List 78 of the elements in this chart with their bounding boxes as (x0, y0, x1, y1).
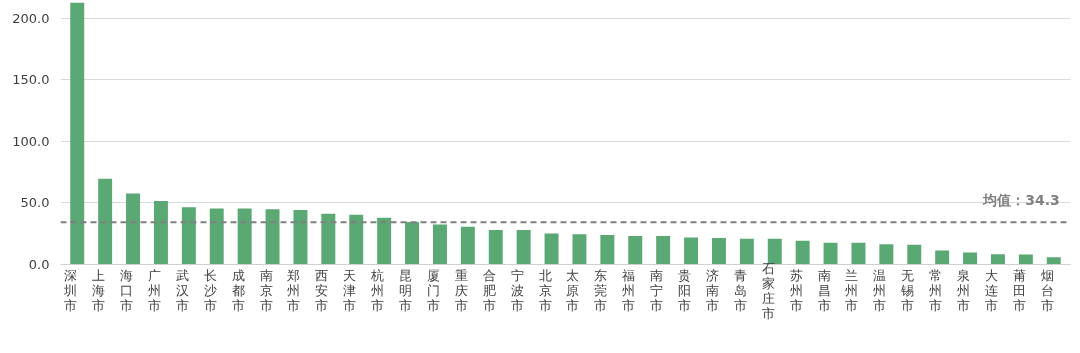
bar (377, 217, 392, 265)
bar (656, 236, 671, 265)
bar (349, 214, 364, 265)
x-tick-label: 莆田市 (1012, 268, 1026, 313)
bar (516, 229, 531, 265)
bar (572, 234, 587, 265)
x-tick-label: 烟台市 (1040, 268, 1054, 313)
bar (265, 209, 280, 265)
x-tick-label: 西安市 (315, 268, 329, 313)
ref-line-label: 均值：34.3 (982, 192, 1060, 209)
bar (70, 2, 85, 265)
x-tick-label: 常州市 (929, 268, 943, 313)
y-tick-label: 100.0 (12, 134, 50, 149)
bar (98, 178, 113, 265)
bar (879, 244, 894, 265)
x-tick-label: 上海市 (92, 268, 106, 313)
x-tick-label: 石家庄市 (761, 260, 775, 321)
x-tick-label: 天津市 (343, 268, 357, 313)
x-tick-label: 温州市 (873, 268, 887, 313)
x-tick-label: 郑州市 (287, 268, 301, 313)
x-tick-label: 兰州市 (845, 268, 859, 313)
bar (767, 238, 782, 265)
bar (126, 193, 141, 265)
bar (1018, 254, 1033, 265)
bar (321, 213, 336, 265)
x-tick-label: 青岛市 (733, 268, 747, 313)
x-tick-label: 重庆市 (454, 268, 468, 313)
x-tick-label: 南京市 (259, 268, 273, 313)
bar (628, 236, 643, 265)
y-tick-label: 0.0 (28, 257, 50, 272)
x-tick-label: 福州市 (622, 268, 636, 313)
x-tick-label: 泉州市 (957, 268, 971, 313)
bar (488, 229, 503, 265)
x-tick-label: 南宁市 (650, 268, 664, 313)
x-tick-label: 海口市 (120, 268, 134, 313)
bar (795, 240, 810, 265)
x-tick-label: 杭州市 (370, 268, 385, 313)
x-tick-label: 大连市 (984, 268, 998, 313)
y-tick-label: 50.0 (20, 195, 50, 211)
bar (544, 233, 559, 265)
bar (209, 208, 224, 265)
x-tick-label: 厦门市 (426, 268, 440, 313)
bar (1046, 257, 1061, 265)
bar (907, 244, 922, 265)
bar (600, 235, 615, 265)
bar (739, 238, 754, 265)
x-tick-label: 济南市 (705, 268, 719, 313)
x-tick-label: 贵阳市 (678, 268, 692, 313)
x-tick-label: 深圳市 (63, 268, 78, 313)
bar (935, 250, 950, 265)
x-tick-label: 苏州市 (789, 268, 803, 313)
x-tick-label: 宁波市 (510, 268, 524, 313)
bar (963, 252, 978, 265)
bar (293, 209, 308, 265)
x-tick-label: 武汉市 (175, 268, 189, 313)
x-tick-label: 长沙市 (203, 268, 217, 313)
x-tick-label: 无锡市 (900, 268, 915, 313)
bar (823, 242, 838, 265)
bar (990, 254, 1005, 265)
y-tick-label: 200.0 (12, 10, 50, 26)
x-tick-label: 成都市 (231, 268, 245, 313)
y-tick-label: 150.0 (12, 72, 50, 88)
bar (237, 208, 252, 265)
x-tick-label: 昆明市 (399, 268, 413, 313)
x-tick-label: 南昌市 (817, 268, 831, 313)
bar (851, 242, 866, 265)
bar (684, 237, 699, 265)
x-tick-label: 北京市 (538, 268, 552, 313)
x-tick-label: 合肥市 (482, 268, 496, 313)
bar (181, 207, 196, 265)
x-tick-label: 东莞市 (594, 268, 608, 313)
bar (153, 201, 168, 265)
bar (460, 226, 475, 265)
x-tick-label: 广州市 (147, 268, 161, 313)
x-tick-label: 太原市 (566, 268, 580, 313)
bar (405, 222, 420, 265)
bar (432, 224, 447, 265)
bar (711, 238, 726, 265)
